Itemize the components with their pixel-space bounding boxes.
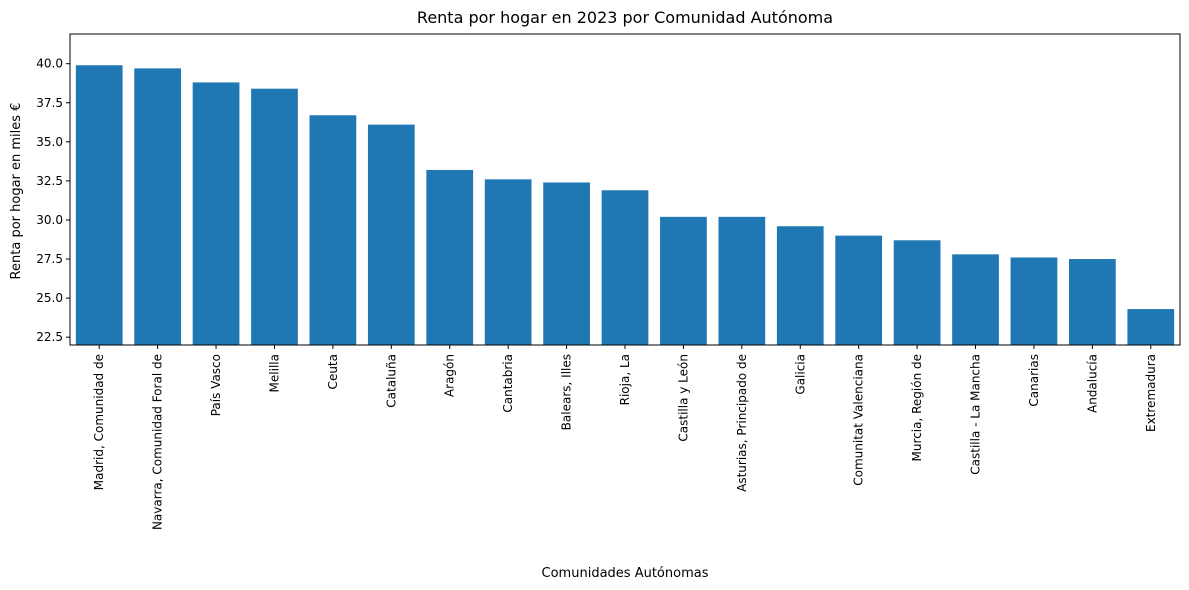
bar xyxy=(309,115,357,346)
bar xyxy=(367,124,415,345)
y-tick-label: 35.0 xyxy=(36,135,63,149)
x-tick-label: Rioja, La xyxy=(618,354,632,405)
y-tick-label: 27.5 xyxy=(36,252,63,266)
x-tick-label: Aragón xyxy=(443,354,457,397)
x-tick-label: Comunitat Valenciana xyxy=(852,354,866,486)
x-axis-label: Comunidades Autónomas xyxy=(542,566,709,581)
x-tick-label: Cantabria xyxy=(501,354,515,413)
bar xyxy=(601,190,649,345)
bar xyxy=(543,182,590,345)
x-tick-label: Melilla xyxy=(267,354,281,392)
x-tick-label: Castilla y León xyxy=(676,354,690,442)
y-tick-label: 32.5 xyxy=(36,174,63,188)
x-tick-label: Balears, Illes xyxy=(560,354,574,430)
chart-title: Renta por hogar en 2023 por Comunidad Au… xyxy=(417,8,833,27)
y-tick-label: 30.0 xyxy=(36,213,63,227)
x-tick-label: Castilla - La Mancha xyxy=(969,354,983,475)
x-axis-ticks: Madrid, Comunidad de Navarra, Comunidad F… xyxy=(92,345,1158,530)
x-tick-label: Galicia xyxy=(793,354,807,395)
bar xyxy=(893,240,941,345)
y-axis-ticks: 22.5 25.0 27.5 30.0 32.5 35.0 37.5 40.0 xyxy=(36,57,70,344)
y-tick-label: 37.5 xyxy=(36,96,63,110)
bar xyxy=(426,169,474,345)
bar xyxy=(1010,257,1058,345)
x-tick-label: Ceuta xyxy=(326,354,340,389)
x-tick-label: Navarra, Comunidad Foral de xyxy=(151,354,165,530)
x-tick-label: Madrid, Comunidad de xyxy=(92,354,106,490)
bar xyxy=(1127,309,1175,345)
y-tick-label: 40.0 xyxy=(36,57,63,71)
x-tick-label: Canarias xyxy=(1027,354,1041,407)
x-tick-label: Andalucía xyxy=(1085,354,1099,413)
bar xyxy=(192,82,240,345)
x-tick-label: País Vasco xyxy=(209,354,223,416)
bar xyxy=(1069,259,1116,345)
bar xyxy=(835,235,883,345)
x-tick-label: Asturias, Principado de xyxy=(735,354,749,492)
bar xyxy=(952,254,999,345)
bar xyxy=(75,65,123,345)
bars-group xyxy=(75,65,1175,346)
bar xyxy=(776,226,824,345)
x-tick-label: Murcia, Región de xyxy=(910,354,924,461)
y-axis-label: Renta por hogar en miles € xyxy=(9,103,24,280)
plot-frame xyxy=(69,33,1181,346)
bar xyxy=(251,88,298,346)
bar xyxy=(484,179,532,345)
bar xyxy=(718,216,766,345)
x-tick-label: Extremadura xyxy=(1144,354,1158,432)
x-tick-label: Cataluña xyxy=(384,354,398,408)
bar xyxy=(134,68,181,346)
bar xyxy=(660,216,707,345)
y-tick-label: 25.0 xyxy=(36,291,63,305)
y-tick-label: 22.5 xyxy=(36,330,63,344)
